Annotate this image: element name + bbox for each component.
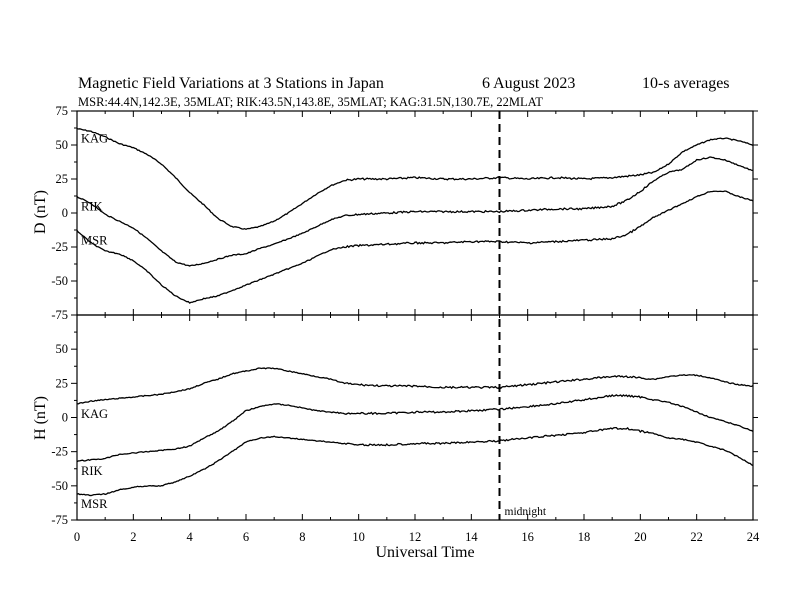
y-tick-label: 25 xyxy=(56,376,69,390)
y-tick-label: 0 xyxy=(62,206,68,220)
series-line-rik-h xyxy=(76,394,754,463)
x-axis-label: Universal Time xyxy=(375,544,474,561)
series-line-msr-d xyxy=(76,190,754,304)
station-label: RIK xyxy=(81,200,103,214)
x-tick-label: 0 xyxy=(74,530,80,544)
station-label: KAG xyxy=(81,132,108,146)
panel-d-component xyxy=(76,110,754,316)
y-tick-label: 0 xyxy=(62,411,68,425)
y-tick-label: -50 xyxy=(51,479,68,493)
x-tick-label: 20 xyxy=(634,530,647,544)
y-tick-label: 25 xyxy=(56,172,69,186)
y-tick-label: 75 xyxy=(56,104,69,118)
station-label: MSR xyxy=(81,234,108,248)
y-tick-label: 50 xyxy=(56,138,69,152)
series-line-rik-d xyxy=(76,156,754,267)
y-tick-label: -75 xyxy=(51,308,68,322)
series-lines: KAG RIK MSR KAG RIK MSR xyxy=(76,128,754,511)
y-tick-label: -75 xyxy=(51,513,68,527)
x-tick-label: 8 xyxy=(299,530,305,544)
x-tick-label: 6 xyxy=(243,530,249,544)
x-tick-label: 18 xyxy=(578,530,591,544)
station-label: RIK xyxy=(81,464,103,478)
y-tick-label: -25 xyxy=(51,240,68,254)
x-tick-label: 2 xyxy=(130,530,136,544)
y-tick-label: 50 xyxy=(56,342,69,356)
y-tick-label: -25 xyxy=(51,445,68,459)
x-tick-label: 10 xyxy=(352,530,365,544)
y-axis-label-top: D (nT) xyxy=(32,190,49,234)
x-tick-label: 16 xyxy=(521,530,534,544)
series-line-msr-h xyxy=(76,426,754,497)
x-tick-label: 12 xyxy=(409,530,422,544)
station-label: KAG xyxy=(81,407,108,421)
x-tick-label: 24 xyxy=(747,530,760,544)
chart-averaging: 10-s averages xyxy=(642,75,730,92)
midnight-label: midnight xyxy=(505,506,547,518)
series-line-kag-h xyxy=(76,367,754,405)
series-line-kag-d xyxy=(76,128,754,231)
midnight-marker: midnight xyxy=(498,111,547,520)
chart-subtitle: MSR:44.4N,142.3E, 35MLAT; RIK:43.5N,143.… xyxy=(78,95,543,109)
station-label: MSR xyxy=(81,497,108,511)
y-tick-label: -50 xyxy=(51,274,68,288)
y-axis-label-bottom: H (nT) xyxy=(32,396,49,440)
panel-h-component xyxy=(76,314,754,521)
chart-date: 6 August 2023 xyxy=(482,75,575,92)
x-tick-label: 14 xyxy=(465,530,478,544)
panel-bottom-frame xyxy=(76,314,754,521)
x-tick-label: 4 xyxy=(187,530,194,544)
x-tick-label: 22 xyxy=(690,530,703,544)
chart-title: Magnetic Field Variations at 3 Stations … xyxy=(78,75,384,92)
panel-top-frame xyxy=(76,110,754,316)
